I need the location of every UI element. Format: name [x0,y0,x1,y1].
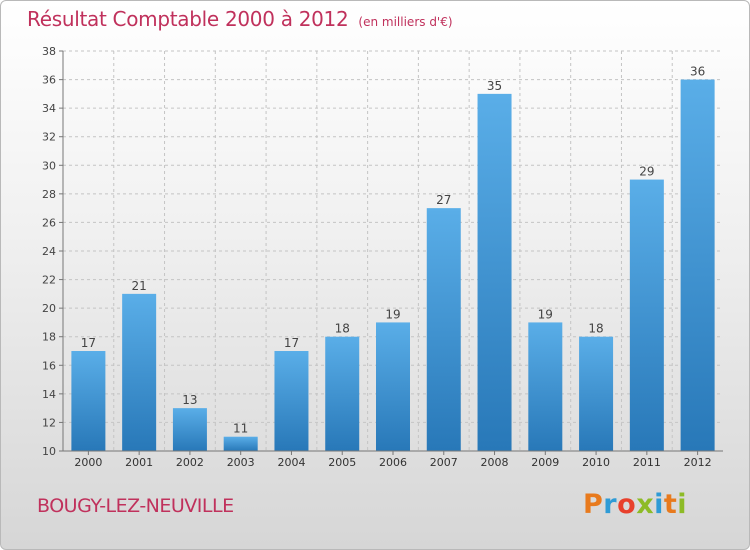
y-tick-label: 28 [42,188,56,201]
place-name: BOUGY-LEZ-NEUVILLE [37,495,234,517]
data-label: 18 [588,322,603,336]
axes: 10 12 14 16 18 20 22 24 26 28 30 32 34 36 38 2000 2001 20… [42,45,723,469]
x-tick-label: 2004 [277,456,305,469]
bar-2008 [477,93,512,451]
y-tick-label: 32 [42,131,56,144]
data-label: 17 [284,336,299,350]
chart-subtitle: (en milliers d'€) [358,15,453,29]
logo-letter: o [617,489,637,520]
y-tick-label: 36 [42,74,56,87]
x-tick-label: 2008 [481,456,509,469]
bar-2010 [579,336,614,451]
data-label: 36 [690,65,705,79]
bar-2005 [325,336,360,451]
y-tick-label: 18 [42,331,56,344]
logo-letter: i [677,489,688,520]
x-tick-label: 2007 [430,456,458,469]
data-label: 19 [385,307,400,321]
logo-letter: P [583,489,604,520]
bar-2009 [528,322,563,451]
x-tick-label: 2002 [176,456,204,469]
data-label: 29 [639,165,654,179]
data-label: 13 [182,393,197,407]
logo-letter: x [636,489,655,520]
logo-letter: r [603,489,618,520]
bar-2011 [629,179,664,452]
x-tick-label: 2001 [125,456,153,469]
bar-2007 [426,208,461,451]
data-label: 19 [538,307,553,321]
x-tick-label: 2012 [684,456,712,469]
logo-letter: i [654,489,664,520]
logo-letter: t [663,489,678,520]
y-tick-label: 20 [42,302,56,315]
x-tick-label: 2011 [633,456,661,469]
data-label: 18 [335,322,350,336]
y-tick-label: 14 [42,388,56,401]
bar-2000 [71,351,106,451]
bar-2002 [172,408,207,451]
x-tick-label: 2009 [531,456,559,469]
bar-2001 [122,293,157,451]
chart-title: Résultat Comptable 2000 à 2012 (en millie… [27,7,453,31]
bar-2004 [274,351,309,451]
y-tick-label: 22 [42,274,56,287]
data-label: 17 [81,336,96,350]
x-tick-label: 2000 [74,456,102,469]
y-tick-label: 10 [42,445,56,458]
y-tick-label: 30 [42,159,56,172]
y-tick-label: 24 [42,245,56,258]
x-tick-label: 2010 [582,456,610,469]
bar-2012 [680,79,715,452]
y-tick-label: 16 [42,359,56,372]
y-tick-label: 38 [42,45,56,58]
title-text: Résultat Comptable 2000 à 2012 [27,7,349,31]
y-tick-label: 26 [42,216,56,229]
y-tick-label: 34 [42,102,56,115]
data-label: 21 [132,279,147,293]
x-tick-label: 2006 [379,456,407,469]
x-tick-label: 2005 [328,456,356,469]
data-label: 27 [436,193,451,207]
data-label: 35 [487,79,502,93]
y-tick-label: 12 [42,416,56,429]
x-tick-label: 2003 [227,456,255,469]
proxiti-logo: Proxiti [583,489,687,520]
data-label: 11 [233,422,248,436]
bar-2006 [376,322,410,451]
bar-2003 [223,436,258,451]
bars: 17 21 13 11 17 18 19 27 35 19 18 29 36 [71,65,715,452]
